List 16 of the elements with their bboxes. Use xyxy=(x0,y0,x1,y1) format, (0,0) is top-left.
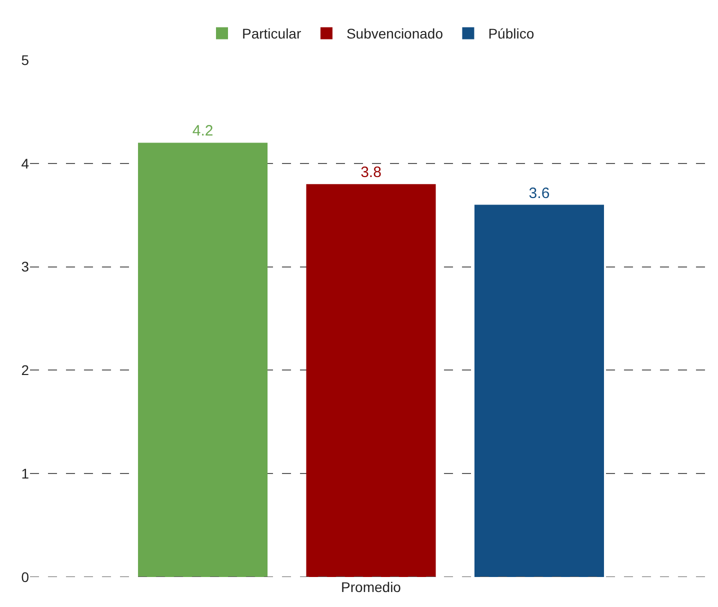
y-tick-label: 5 xyxy=(21,52,30,68)
x-tick-label: Promedio xyxy=(341,579,402,595)
legend-label: Particular xyxy=(242,26,302,42)
bar xyxy=(138,142,268,577)
legend-label: Público xyxy=(488,26,534,42)
y-tick-label: 3 xyxy=(21,258,30,275)
bar xyxy=(306,184,436,577)
data-label: 3.8 xyxy=(360,164,382,182)
y-tick-label: 0 xyxy=(21,568,30,585)
data-label: 4.2 xyxy=(192,122,214,140)
y-tick-label: 1 xyxy=(21,466,30,482)
bar xyxy=(474,204,604,577)
data-label: 3.6 xyxy=(528,184,550,202)
y-tick-label: 4 xyxy=(21,155,30,172)
legend-label: Subvencionado xyxy=(346,26,444,42)
y-tick-label: 2 xyxy=(21,362,30,378)
